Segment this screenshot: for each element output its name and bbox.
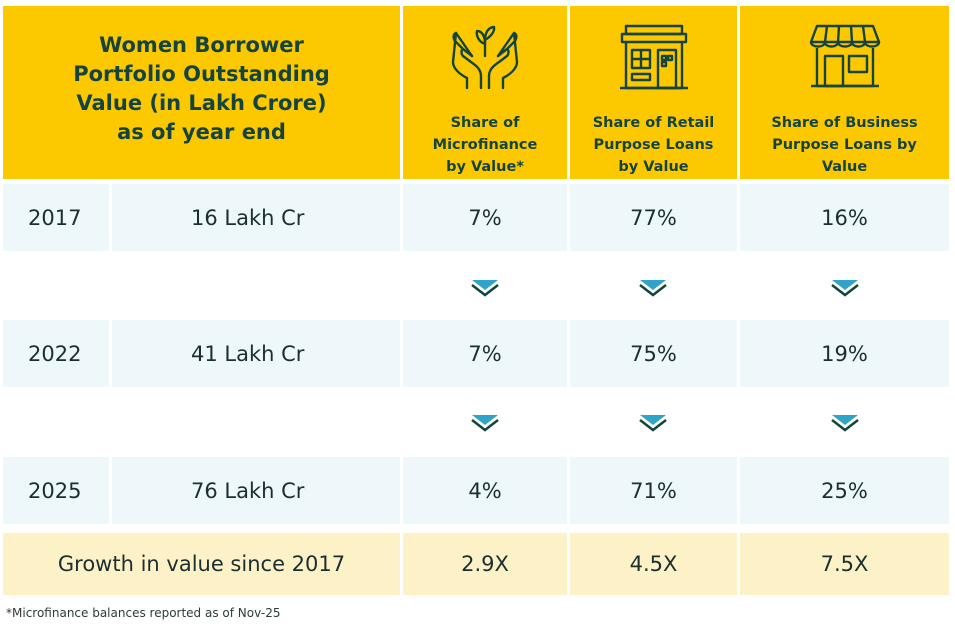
row-2022-value: 41 Lakh Cr xyxy=(112,320,400,387)
growth-label: Growth in value since 2017 xyxy=(3,533,400,595)
row-2022-retail: 75% xyxy=(570,320,737,387)
growth-microfinance: 2.9X xyxy=(403,533,567,595)
row-2017-microfinance: 7% xyxy=(403,184,567,251)
row-2022-microfinance: 7% xyxy=(403,320,567,387)
row-2022-year: 2022 xyxy=(3,320,109,387)
header-retail: Share of Retail Purpose Loans by Value xyxy=(570,6,737,179)
storefront-icon xyxy=(809,24,880,88)
row-2017-retail: 77% xyxy=(570,184,737,251)
row-2025-retail: 71% xyxy=(570,457,737,524)
row-2025-microfinance: 4% xyxy=(403,457,567,524)
row-2025-business: 25% xyxy=(740,457,949,524)
table-title: Women Borrower Portfolio Outstanding Val… xyxy=(3,6,400,179)
header-microfinance: Share of Microfinance by Value* xyxy=(403,6,567,179)
down-arrow-icon xyxy=(831,280,859,297)
down-arrow-icon xyxy=(831,415,859,432)
down-arrow-icon xyxy=(471,280,499,297)
hands-plant-icon xyxy=(451,25,519,90)
down-arrow-icon xyxy=(639,280,667,297)
row-2025-year: 2025 xyxy=(3,457,109,524)
growth-retail: 4.5X xyxy=(570,533,737,595)
row-2017-business: 16% xyxy=(740,184,949,251)
footnote: *Microfinance balances reported as of No… xyxy=(6,606,281,620)
down-arrow-icon xyxy=(639,415,667,432)
down-arrow-icon xyxy=(471,415,499,432)
row-2017-value: 16 Lakh Cr xyxy=(112,184,400,251)
header-business-label: Share of Business Purpose Loans by Value xyxy=(771,115,918,175)
row-2017-year: 2017 xyxy=(3,184,109,251)
header-microfinance-label: Share of Microfinance by Value* xyxy=(432,115,538,175)
house-shop-icon xyxy=(619,24,688,90)
growth-business: 7.5X xyxy=(740,533,949,595)
header-retail-label: Share of Retail Purpose Loans by Value xyxy=(592,115,715,175)
header-business: Share of Business Purpose Loans by Value xyxy=(740,6,949,179)
row-2025-value: 76 Lakh Cr xyxy=(112,457,400,524)
row-2022-business: 19% xyxy=(740,320,949,387)
